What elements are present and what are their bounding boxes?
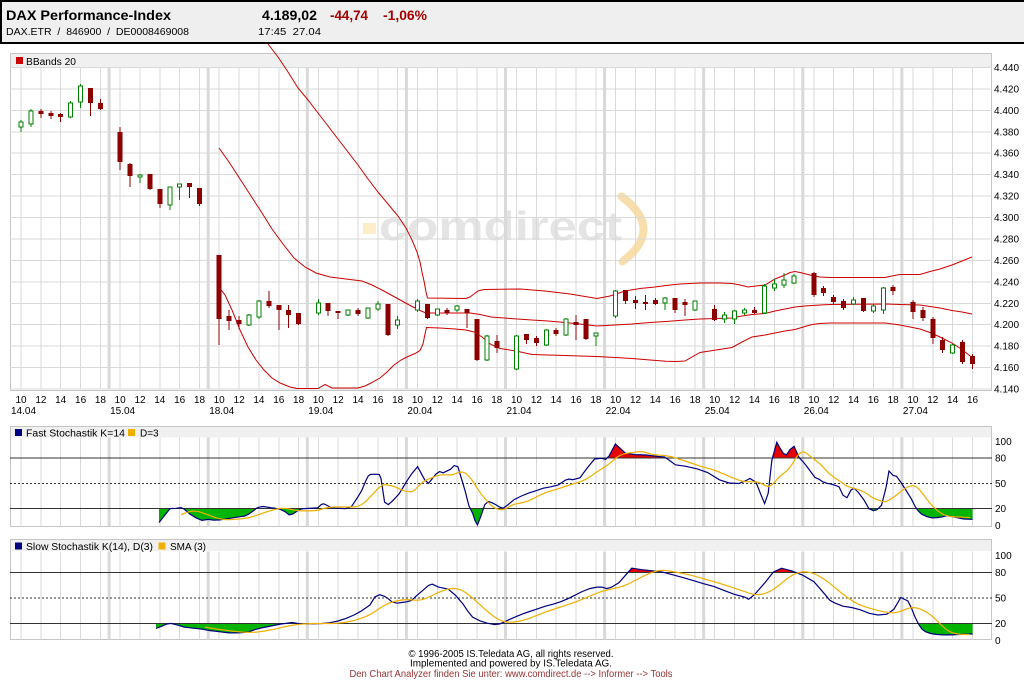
svg-text:12: 12 bbox=[927, 395, 939, 406]
svg-text:50: 50 bbox=[995, 594, 1007, 605]
svg-text:18: 18 bbox=[95, 395, 107, 406]
svg-text:16: 16 bbox=[174, 395, 186, 406]
svg-text:comdirect: comdirect bbox=[379, 203, 622, 249]
svg-text:50: 50 bbox=[995, 479, 1007, 490]
svg-text:10: 10 bbox=[15, 395, 27, 406]
svg-text:12: 12 bbox=[432, 395, 444, 406]
svg-text:14: 14 bbox=[848, 395, 860, 406]
svg-text:4.360: 4.360 bbox=[994, 149, 1019, 160]
svg-text:DAX.ETR / 846900 / DE00084: DAX.ETR / 846900 / DE0008469008 bbox=[6, 27, 189, 38]
svg-text:20: 20 bbox=[995, 504, 1007, 515]
svg-text:4.189,02: 4.189,02 bbox=[262, 8, 317, 23]
svg-text:10: 10 bbox=[907, 395, 919, 406]
svg-text:15.04: 15.04 bbox=[110, 406, 135, 417]
svg-text:18: 18 bbox=[194, 395, 206, 406]
svg-text:10: 10 bbox=[313, 395, 325, 406]
svg-text:10: 10 bbox=[808, 395, 820, 406]
svg-text:Slow Stochastik K(14), D(3): Slow Stochastik K(14), D(3) bbox=[26, 542, 153, 553]
svg-text:100: 100 bbox=[995, 437, 1012, 448]
svg-text:16: 16 bbox=[769, 395, 781, 406]
svg-text:16: 16 bbox=[471, 395, 483, 406]
svg-text:DAX Performance-Index: DAX Performance-Index bbox=[6, 8, 172, 23]
svg-text:4.420: 4.420 bbox=[994, 84, 1019, 95]
svg-text:4.220: 4.220 bbox=[994, 299, 1019, 310]
svg-text:21.04: 21.04 bbox=[507, 406, 532, 417]
svg-text:SMA (3): SMA (3) bbox=[170, 542, 206, 553]
svg-text:14: 14 bbox=[352, 395, 364, 406]
svg-text:16: 16 bbox=[967, 395, 979, 406]
svg-text:BBands 20: BBands 20 bbox=[26, 57, 76, 68]
svg-text:4.320: 4.320 bbox=[994, 192, 1019, 203]
svg-text:16: 16 bbox=[868, 395, 880, 406]
svg-text:10: 10 bbox=[115, 395, 127, 406]
svg-text:18: 18 bbox=[590, 395, 602, 406]
svg-text:4.240: 4.240 bbox=[994, 277, 1019, 288]
svg-text:80: 80 bbox=[995, 454, 1007, 465]
svg-text:16: 16 bbox=[273, 395, 285, 406]
svg-text:4.160: 4.160 bbox=[994, 363, 1019, 374]
svg-text:10: 10 bbox=[610, 395, 622, 406]
svg-text:4.280: 4.280 bbox=[994, 235, 1019, 246]
svg-text:22.04: 22.04 bbox=[606, 406, 631, 417]
svg-text:12: 12 bbox=[630, 395, 642, 406]
svg-text:80: 80 bbox=[995, 568, 1007, 579]
svg-text:18: 18 bbox=[689, 395, 701, 406]
svg-text:14.04: 14.04 bbox=[11, 406, 36, 417]
svg-text:0: 0 bbox=[995, 521, 1001, 532]
svg-text:4.140: 4.140 bbox=[994, 385, 1019, 396]
svg-text:4.180: 4.180 bbox=[994, 342, 1019, 353]
svg-text:17:45 27.04: 17:45 27.04 bbox=[258, 27, 321, 38]
svg-text:-44,74: -44,74 bbox=[330, 8, 368, 23]
svg-text:18: 18 bbox=[392, 395, 404, 406]
svg-text:20.04: 20.04 bbox=[407, 406, 432, 417]
svg-text:12: 12 bbox=[729, 395, 741, 406]
svg-text:4.200: 4.200 bbox=[994, 320, 1019, 331]
svg-text:14: 14 bbox=[551, 395, 563, 406]
svg-text:12: 12 bbox=[234, 395, 246, 406]
svg-text:10: 10 bbox=[511, 395, 523, 406]
svg-text:D=3: D=3 bbox=[140, 429, 159, 440]
svg-text:18.04: 18.04 bbox=[209, 406, 234, 417]
svg-text:4.260: 4.260 bbox=[994, 256, 1019, 267]
svg-text:27.04: 27.04 bbox=[903, 406, 928, 417]
svg-text:0: 0 bbox=[995, 636, 1001, 647]
svg-text:Den Chart Analyzer finden Sie: Den Chart Analyzer finden Sie unter: www… bbox=[350, 669, 673, 679]
svg-text:18: 18 bbox=[789, 395, 801, 406]
svg-text:4.380: 4.380 bbox=[994, 127, 1019, 138]
svg-text:16: 16 bbox=[571, 395, 583, 406]
svg-text:10: 10 bbox=[412, 395, 424, 406]
svg-text:12: 12 bbox=[828, 395, 840, 406]
svg-text:25.04: 25.04 bbox=[705, 406, 730, 417]
svg-text:16: 16 bbox=[372, 395, 384, 406]
svg-text:18: 18 bbox=[293, 395, 305, 406]
svg-text:19.04: 19.04 bbox=[308, 406, 333, 417]
svg-text:10: 10 bbox=[709, 395, 721, 406]
svg-text:4.340: 4.340 bbox=[994, 170, 1019, 181]
svg-text:16: 16 bbox=[670, 395, 682, 406]
svg-text:12: 12 bbox=[35, 395, 47, 406]
svg-text:14: 14 bbox=[650, 395, 662, 406]
svg-text:-1,06%: -1,06% bbox=[383, 8, 427, 23]
svg-text:4.300: 4.300 bbox=[994, 213, 1019, 224]
svg-text:14: 14 bbox=[154, 395, 166, 406]
svg-text:18: 18 bbox=[491, 395, 503, 406]
svg-text:20: 20 bbox=[995, 619, 1007, 630]
svg-text:12: 12 bbox=[531, 395, 543, 406]
svg-text:14: 14 bbox=[452, 395, 464, 406]
svg-text:14: 14 bbox=[749, 395, 761, 406]
svg-text:Implemented and powered by IS.: Implemented and powered by IS.Teledata A… bbox=[410, 659, 612, 670]
svg-text:26.04: 26.04 bbox=[804, 406, 829, 417]
svg-text:4.440: 4.440 bbox=[994, 63, 1019, 74]
svg-text:12: 12 bbox=[134, 395, 146, 406]
svg-text:12: 12 bbox=[333, 395, 345, 406]
svg-text:100: 100 bbox=[995, 551, 1012, 562]
svg-text:4.400: 4.400 bbox=[994, 106, 1019, 117]
svg-text:10: 10 bbox=[214, 395, 226, 406]
svg-text:18: 18 bbox=[888, 395, 900, 406]
svg-text:14: 14 bbox=[947, 395, 959, 406]
svg-text:16: 16 bbox=[75, 395, 87, 406]
svg-text:14: 14 bbox=[55, 395, 67, 406]
svg-text:14: 14 bbox=[253, 395, 265, 406]
